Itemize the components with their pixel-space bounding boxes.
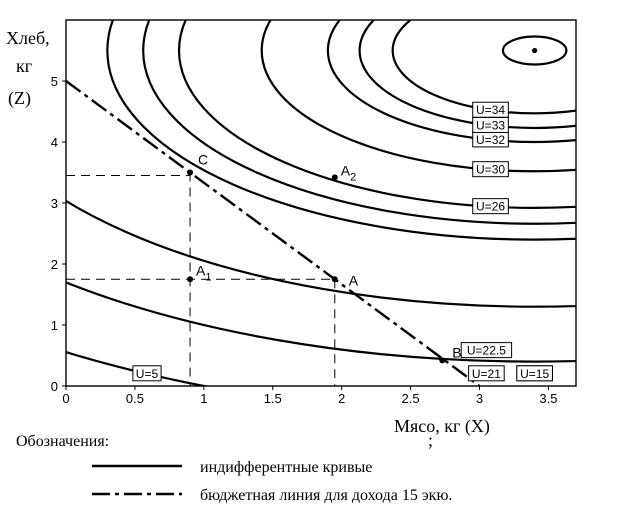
curve-label-box-2 (516, 365, 553, 382)
point-3 (187, 276, 194, 283)
curve-label-box-6 (472, 161, 509, 178)
curve-label-text-4: U=22.5 (467, 344, 506, 358)
y-tick-label-0: 0 (51, 379, 58, 394)
point-1 (331, 276, 338, 283)
point-label-0: C (198, 152, 208, 168)
point-label-3: A1 (196, 262, 211, 283)
y-tick-label-3: 3 (51, 196, 58, 211)
curve-label-6: U=30 (472, 161, 509, 178)
curve-label-7: U=32 (472, 131, 509, 148)
x-axis-label: Мясо, кг (X) (394, 416, 490, 437)
indifference-curve-7 (326, 20, 576, 144)
indifference-curve-3 (106, 20, 576, 241)
indifference-curve-8 (358, 20, 576, 130)
guide-lines (66, 172, 336, 386)
point-label-1: A (349, 272, 359, 288)
point-label-sub-3: 1 (205, 271, 211, 283)
legend-title: Обозначения: (16, 433, 109, 450)
curve-label-text-2: U=15 (520, 367, 549, 381)
y-axis-label-line-3: (Z) (8, 88, 31, 109)
x-tick-label-4: 2 (338, 391, 345, 406)
curve-label-text-8: U=33 (476, 118, 505, 132)
indifference-curve-10 (501, 35, 568, 66)
curve-label-9: U=34 (472, 101, 509, 118)
point-2 (439, 357, 446, 364)
x-tick-label-1: 0.5 (126, 391, 144, 406)
curve-label-box-3 (468, 365, 505, 382)
curve-label-box-9 (472, 101, 509, 118)
x-tick-label-3: 1.5 (264, 391, 282, 406)
curve-label-box-5 (472, 198, 509, 215)
curve-label-text-9: U=34 (476, 103, 505, 117)
point-label-4: A2 (341, 162, 356, 183)
curve-label-4: U=22.5 (460, 342, 513, 359)
curve-labels: U=5U=10U=15U=21U=22.5U=26U=30U=32U=33U=3… (132, 101, 553, 382)
curve-label-8: U=33 (472, 116, 509, 133)
point-label-2: B (452, 344, 461, 360)
curve-label-box-0 (132, 365, 162, 382)
point-0 (187, 169, 194, 176)
point-4 (331, 174, 338, 181)
x-tick-label-5: 2.5 (402, 391, 420, 406)
curve-label-text-6: U=30 (476, 163, 505, 177)
x-tick-label-2: 1 (200, 391, 207, 406)
budget-line (65, 80, 481, 387)
indifference-curve-1 (66, 281, 576, 363)
indifference-curves (66, 20, 576, 386)
indifference-curve-9 (391, 20, 576, 115)
indifference-curve-5 (178, 20, 576, 209)
y-tick-label-5: 5 (51, 74, 58, 89)
curve-label-text-3: U=21 (472, 367, 501, 381)
stray-mark: ; (428, 430, 433, 450)
x-tick-label-7: 3.5 (539, 391, 557, 406)
x-tick-label-0: 0 (62, 391, 69, 406)
curve-label-2: U=15 (516, 365, 553, 382)
curve-label-3: U=21 (468, 365, 505, 382)
legend-item-indifference: индифферентные кривые (200, 459, 372, 476)
y-axis-label-line-1: Хлеб, (6, 28, 50, 48)
curve-label-0: U=5 (132, 365, 162, 382)
indifference-curve-6 (260, 20, 576, 173)
tick-labels: 0 0.5 1 1.5 2 2.5 3 3.5 0 1 2 3 4 5 (51, 74, 558, 406)
indifference-curve-4 (142, 20, 576, 225)
budget-line-group (65, 80, 481, 387)
legend-item-budget: бюджетная линия для дохода 15 экю. (200, 487, 452, 504)
y-tick-label-4: 4 (51, 135, 58, 150)
y-tick-label-1: 1 (51, 318, 58, 333)
bliss-point (532, 47, 538, 54)
curve-label-text-0: U=5 (136, 367, 159, 381)
y-tick-label-2: 2 (51, 257, 58, 272)
indifference-curve-2 (66, 199, 576, 308)
x-tick-label-6: 3 (476, 391, 483, 406)
curve-label-5: U=26 (472, 198, 509, 215)
curve-label-box-4 (460, 342, 513, 359)
y-axis-label-line-2: кг (16, 56, 32, 76)
curve-label-text-5: U=26 (476, 200, 505, 214)
curve-label-text-7: U=32 (476, 133, 505, 147)
point-label-sub-4: 2 (350, 171, 356, 183)
